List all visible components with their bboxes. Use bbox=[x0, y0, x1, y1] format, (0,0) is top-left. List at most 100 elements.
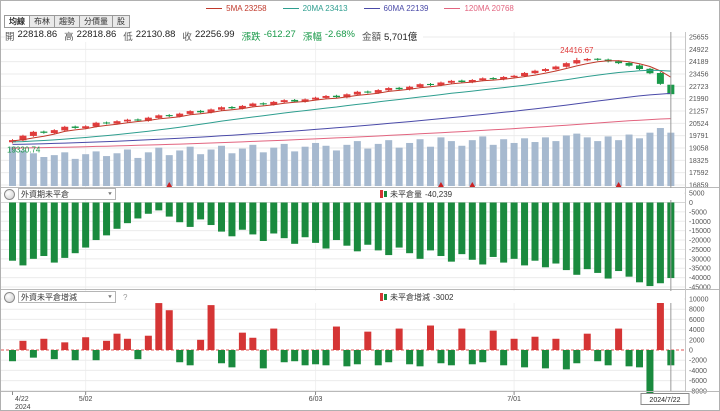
candle[interactable] bbox=[19, 135, 27, 141]
oi-bar[interactable] bbox=[385, 202, 393, 256]
panel-settings-icon[interactable] bbox=[4, 188, 15, 200]
volume-bar[interactable] bbox=[207, 149, 215, 186]
oi-bar[interactable] bbox=[280, 202, 288, 239]
candle[interactable] bbox=[406, 86, 414, 90]
oi-bar[interactable] bbox=[186, 202, 194, 227]
oi-change-bar[interactable] bbox=[301, 350, 309, 366]
oi-bar[interactable] bbox=[500, 202, 508, 263]
volume-bar[interactable] bbox=[134, 157, 142, 186]
oi-bar[interactable] bbox=[541, 202, 549, 268]
oi-bar[interactable] bbox=[123, 202, 131, 224]
help-icon[interactable]: ? bbox=[123, 292, 128, 302]
volume-bar[interactable] bbox=[176, 150, 184, 186]
oi-change-bar[interactable] bbox=[82, 337, 90, 350]
oi-bar[interactable] bbox=[458, 202, 466, 255]
volume-bar[interactable] bbox=[301, 146, 309, 186]
oi-bar[interactable] bbox=[510, 202, 518, 259]
oi-change-bar[interactable] bbox=[656, 301, 664, 350]
oi-bar[interactable] bbox=[134, 202, 142, 219]
volume-bar[interactable] bbox=[604, 136, 612, 186]
volume-bar[interactable] bbox=[155, 147, 163, 186]
oi-change-indicator-select[interactable]: 外資未平倉增減 ▼ bbox=[18, 291, 116, 303]
candle[interactable] bbox=[385, 88, 393, 91]
oi-change-bar[interactable] bbox=[218, 350, 225, 364]
oi-change-bar[interactable] bbox=[468, 350, 476, 365]
volume-bar[interactable] bbox=[332, 150, 340, 186]
candle[interactable] bbox=[552, 66, 560, 70]
candle[interactable] bbox=[312, 97, 320, 100]
candle[interactable] bbox=[479, 78, 487, 81]
oi-change-bar[interactable] bbox=[573, 350, 581, 364]
candle[interactable] bbox=[29, 131, 37, 136]
oi-bar[interactable] bbox=[416, 202, 424, 259]
candle[interactable] bbox=[489, 78, 497, 80]
candle[interactable] bbox=[218, 107, 225, 110]
oi-change-bar[interactable] bbox=[123, 338, 131, 350]
volume-bar[interactable] bbox=[636, 138, 643, 186]
candle[interactable] bbox=[61, 126, 69, 131]
oi-bar[interactable] bbox=[92, 202, 100, 241]
oi-bar[interactable] bbox=[583, 202, 591, 270]
volume-bar[interactable] bbox=[437, 137, 445, 186]
candle[interactable] bbox=[82, 126, 90, 129]
oi-bar[interactable] bbox=[364, 202, 372, 245]
volume-bar[interactable] bbox=[270, 147, 278, 186]
volume-bar[interactable] bbox=[374, 143, 382, 186]
candle[interactable] bbox=[583, 58, 591, 61]
oi-change-bar[interactable] bbox=[197, 339, 205, 350]
oi-change-bar[interactable] bbox=[165, 310, 173, 350]
oi-change-bar[interactable] bbox=[646, 350, 654, 395]
volume-bar[interactable] bbox=[541, 137, 549, 186]
volume-bar[interactable] bbox=[61, 152, 69, 186]
oi-bar[interactable] bbox=[562, 202, 570, 271]
candle[interactable] bbox=[594, 58, 602, 60]
volume-bar[interactable] bbox=[385, 140, 393, 186]
candle[interactable] bbox=[197, 110, 205, 113]
candle[interactable] bbox=[573, 60, 581, 64]
oi-change-bar[interactable] bbox=[353, 350, 361, 365]
oi-bar[interactable] bbox=[395, 202, 403, 248]
oi-bar[interactable] bbox=[437, 202, 445, 257]
candle[interactable] bbox=[165, 115, 173, 117]
candle[interactable] bbox=[228, 106, 236, 109]
oi-bar[interactable] bbox=[615, 202, 623, 272]
oi-change-bar[interactable] bbox=[249, 337, 257, 350]
oi-bar[interactable] bbox=[332, 202, 340, 241]
volume-bar[interactable] bbox=[113, 153, 121, 186]
volume-bar[interactable] bbox=[406, 142, 414, 186]
volume-bar[interactable] bbox=[144, 152, 152, 186]
volume-bar[interactable] bbox=[50, 155, 58, 186]
volume-bar[interactable] bbox=[40, 157, 48, 186]
oi-bar[interactable] bbox=[489, 202, 497, 257]
oi-bar[interactable] bbox=[636, 202, 643, 283]
oi-change-bar[interactable] bbox=[61, 342, 69, 350]
oi-bar[interactable] bbox=[301, 202, 309, 238]
candle[interactable] bbox=[615, 61, 623, 64]
oi-change-bar[interactable] bbox=[615, 328, 623, 350]
oi-change-bar[interactable] bbox=[479, 350, 487, 363]
oi-indicator-select[interactable]: 外資期未平倉 ▼ bbox=[18, 188, 116, 200]
oi-change-bar[interactable] bbox=[50, 350, 58, 360]
oi-change-bar[interactable] bbox=[322, 350, 330, 366]
oi-bar[interactable] bbox=[406, 202, 414, 254]
oi-change-bar[interactable] bbox=[40, 338, 48, 350]
volume-bar[interactable] bbox=[562, 135, 570, 186]
oi-bar[interactable] bbox=[270, 202, 278, 234]
oi-bar[interactable] bbox=[40, 202, 48, 257]
candle[interactable] bbox=[134, 119, 142, 121]
volume-bar[interactable] bbox=[280, 143, 288, 186]
candle[interactable] bbox=[238, 105, 246, 109]
candle[interactable] bbox=[468, 79, 476, 83]
volume-bar[interactable] bbox=[364, 148, 372, 186]
oi-bar[interactable] bbox=[113, 202, 121, 229]
oi-change-bar[interactable] bbox=[186, 350, 194, 366]
oi-change-bar[interactable] bbox=[385, 350, 393, 363]
oi-change-bar[interactable] bbox=[71, 350, 79, 361]
oi-change-bar[interactable] bbox=[447, 350, 455, 366]
candle[interactable] bbox=[562, 63, 570, 67]
volume-bar[interactable] bbox=[197, 154, 205, 186]
oi-bar[interactable] bbox=[71, 202, 79, 254]
oi-change-bar[interactable] bbox=[155, 303, 163, 350]
oi-change-bar[interactable] bbox=[427, 325, 434, 350]
candle[interactable] bbox=[447, 80, 455, 83]
